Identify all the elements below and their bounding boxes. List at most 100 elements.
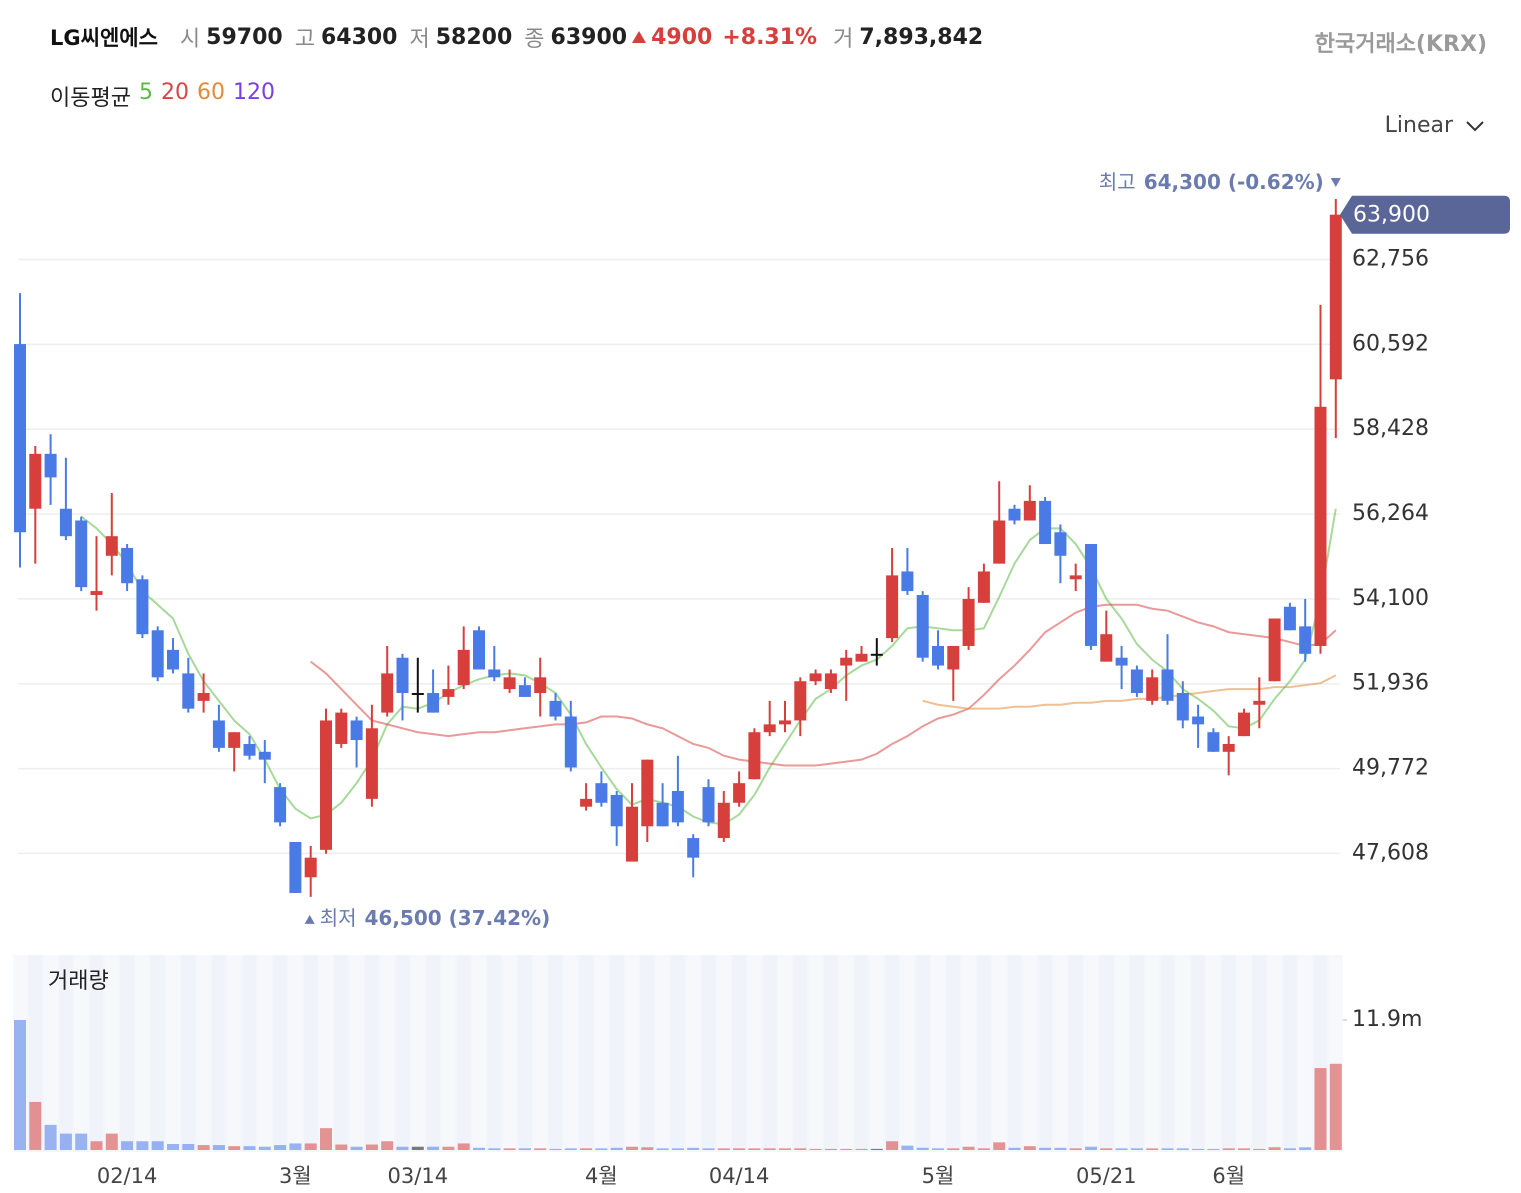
- volume-bar: [564, 1148, 577, 1150]
- volume-bar: [1085, 1146, 1097, 1150]
- volume-slot: [1145, 955, 1159, 1150]
- volume-label: 거: [833, 27, 854, 52]
- price-tag-label: 63,900: [1353, 203, 1430, 228]
- candle-body: [167, 649, 179, 670]
- ma-legend: 이동평균 5 20 60 120: [50, 80, 275, 112]
- volume-slot: [1099, 955, 1114, 1150]
- min-text: 46,500 (37.42%): [365, 905, 551, 929]
- volume-bar: [75, 1133, 88, 1150]
- candle-body: [151, 630, 164, 678]
- volume-slot: [655, 955, 670, 1150]
- volume-slot: [854, 955, 869, 1150]
- volume-slot: [609, 955, 624, 1150]
- volume-slot: [1176, 955, 1190, 1150]
- volume-slot: [395, 955, 410, 1150]
- legend-entry: 5: [138, 80, 153, 105]
- legend-entry: 120: [232, 80, 275, 105]
- volume-slot: [732, 955, 746, 1150]
- volume-slot: [212, 955, 226, 1150]
- volume-slot: [1252, 955, 1267, 1150]
- volume-bar: [1023, 1146, 1036, 1150]
- volume-bar: [411, 1146, 424, 1150]
- volume-slot: [273, 955, 287, 1150]
- candle-body: [258, 751, 271, 760]
- candle-body: [44, 453, 57, 478]
- volume-bar: [656, 1148, 669, 1150]
- volume-bar: [580, 1148, 593, 1150]
- candle-body: [916, 594, 929, 658]
- candle-body: [1085, 544, 1097, 646]
- candle-body: [626, 806, 638, 862]
- volume-slot: [824, 955, 838, 1150]
- volume-bar: [1146, 1148, 1159, 1150]
- candle-body: [702, 787, 715, 823]
- candle-body: [549, 700, 562, 717]
- volume-bar: [105, 1133, 118, 1150]
- volume-tick-label: 11.9m: [1352, 1007, 1422, 1032]
- low-value: 58200: [435, 24, 513, 50]
- volume-bar: [136, 1141, 149, 1150]
- max-text: 64,300 (-0.62%): [1144, 170, 1324, 194]
- y-tick-label: 47,608: [1352, 840, 1429, 865]
- ma-line: [80, 508, 1337, 826]
- volume-slot: [870, 955, 884, 1150]
- volume-bar: [59, 1133, 72, 1150]
- volume-bar: [473, 1147, 485, 1150]
- volume-bar: [1054, 1147, 1067, 1150]
- volume-bar: [840, 1148, 853, 1150]
- y-tick-label: 62,756: [1352, 247, 1429, 272]
- volume-bar: [442, 1146, 455, 1150]
- candle-body: [427, 693, 440, 713]
- candle-body: [1069, 575, 1082, 580]
- high-value: 64300: [320, 24, 398, 50]
- volume-bar: [932, 1148, 944, 1150]
- x-tick-label: 5월: [922, 1164, 955, 1188]
- volume-bar: [365, 1144, 378, 1150]
- volume-bar: [1207, 1148, 1220, 1150]
- volume-bar: [1299, 1147, 1312, 1150]
- volume-slot: [1114, 955, 1129, 1150]
- volume-slot: [502, 955, 517, 1150]
- volume-slot: [762, 955, 777, 1150]
- legend-title: 이동평균: [50, 86, 131, 111]
- candle-body: [488, 669, 501, 678]
- volume-bar: [304, 1143, 317, 1150]
- open-label: 시: [179, 27, 201, 52]
- volume-bar: [779, 1148, 791, 1150]
- candle-body: [1039, 500, 1052, 545]
- scale-selector[interactable]: Linear: [1385, 113, 1485, 138]
- candle-body: [580, 798, 593, 807]
- volume-slot: [564, 955, 578, 1150]
- candle-body: [1238, 712, 1250, 737]
- volume-slot: [671, 955, 685, 1150]
- quote-header: LG씨엔에스 시 59700 고 64300 저 58200 종 63900 4900 …: [50, 20, 995, 54]
- stock-name: LG씨엔에스: [50, 26, 158, 50]
- volume-slot: [288, 955, 303, 1150]
- volume-bar: [993, 1142, 1006, 1150]
- candle-body: [809, 673, 822, 682]
- volume-slot: [1053, 955, 1068, 1150]
- volume-slot: [885, 955, 899, 1150]
- x-tick-label: 02/14: [97, 1164, 158, 1188]
- volume-bar: [503, 1148, 516, 1150]
- volume-bar: [1222, 1148, 1235, 1150]
- volume-slot: [319, 955, 333, 1150]
- volume-slot: [166, 955, 180, 1150]
- volume-slot: [1283, 955, 1297, 1150]
- volume-bar: [1253, 1148, 1266, 1150]
- x-tick-label: 05/21: [1076, 1164, 1137, 1188]
- candle-body: [1222, 743, 1235, 752]
- volume-slot: [28, 955, 43, 1150]
- volume-bar: [702, 1148, 715, 1150]
- volume-bar: [641, 1147, 654, 1150]
- volume-bar: [14, 1020, 26, 1150]
- volume-slot: [946, 955, 961, 1150]
- volume-slot: [365, 955, 379, 1150]
- volume-slot: [778, 955, 792, 1150]
- volume-bar: [1039, 1147, 1052, 1150]
- change-value: 4900: [651, 24, 713, 50]
- volume-bar: [427, 1146, 440, 1150]
- chevron-icon: [1466, 120, 1484, 131]
- volume-title: 거래량: [48, 969, 109, 994]
- candle-body: [1253, 700, 1266, 705]
